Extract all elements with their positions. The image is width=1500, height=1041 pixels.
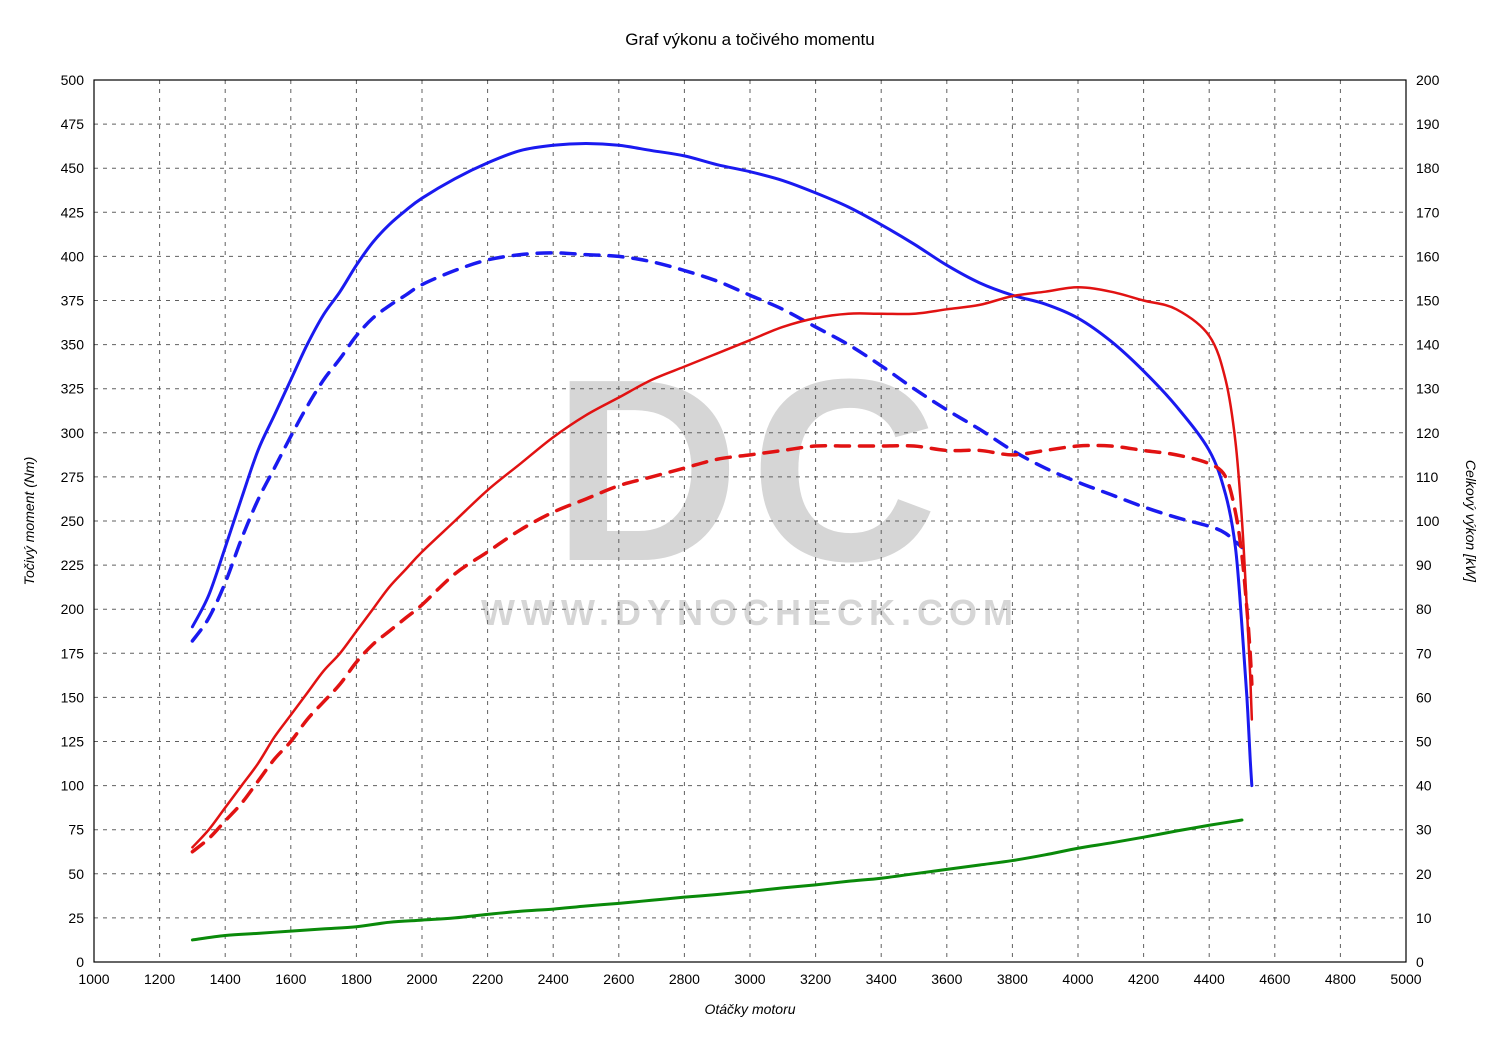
x-tick-label: 2600	[603, 971, 634, 987]
x-tick-label: 3800	[997, 971, 1028, 987]
y-right-tick-label: 60	[1416, 689, 1432, 705]
y-left-tick-label: 325	[61, 381, 85, 397]
y-left-tick-label: 475	[61, 116, 85, 132]
x-tick-label: 4400	[1194, 971, 1225, 987]
y-left-tick-label: 250	[61, 513, 85, 529]
y-axis-left-label: Točivý moment (Nm)	[21, 457, 37, 586]
y-right-tick-label: 120	[1416, 425, 1440, 441]
y-left-tick-label: 425	[61, 204, 85, 220]
y-right-tick-label: 160	[1416, 248, 1440, 264]
y-left-tick-label: 75	[68, 822, 84, 838]
x-tick-label: 1600	[275, 971, 306, 987]
y-left-tick-label: 150	[61, 689, 85, 705]
chart-title: Graf výkonu a točivého momentu	[625, 30, 874, 49]
y-right-tick-label: 80	[1416, 601, 1432, 617]
y-left-tick-label: 275	[61, 469, 85, 485]
y-right-tick-label: 180	[1416, 160, 1440, 176]
y-left-tick-label: 50	[68, 866, 84, 882]
x-tick-label: 1400	[210, 971, 241, 987]
x-axis-ticks: 1000 1200 1400 1600 1800 2000 2200 2400 2600 2800…	[78, 971, 1421, 987]
y-right-tick-label: 100	[1416, 513, 1440, 529]
y-axis-left-ticks: 0 25 50 75 100 125 150 175 200 225 250 275 300 325 350…	[61, 72, 85, 970]
y-left-tick-label: 25	[68, 910, 84, 926]
y-right-tick-label: 90	[1416, 557, 1432, 573]
x-tick-label: 3200	[800, 971, 831, 987]
y-right-tick-label: 140	[1416, 337, 1440, 353]
y-right-tick-label: 170	[1416, 204, 1440, 220]
x-tick-label: 4000	[1062, 971, 1093, 987]
y-axis-right-ticks: 0 10 20 30 40 50 60 70 80 90 100 110 120 130 140 150 160…	[1416, 72, 1440, 970]
y-right-tick-label: 190	[1416, 116, 1440, 132]
y-left-tick-label: 175	[61, 645, 85, 661]
y-left-tick-label: 225	[61, 557, 85, 573]
y-right-tick-label: 110	[1416, 469, 1439, 485]
x-tick-label: 2800	[669, 971, 700, 987]
x-tick-label: 3600	[931, 971, 962, 987]
y-left-tick-label: 450	[61, 160, 85, 176]
x-tick-label: 1000	[78, 971, 109, 987]
series-loss_power	[192, 820, 1242, 940]
x-axis-label: Otáčky motoru	[704, 1001, 795, 1017]
y-left-tick-label: 100	[61, 778, 85, 794]
y-left-tick-label: 300	[61, 425, 85, 441]
y-left-tick-label: 125	[61, 734, 85, 750]
y-right-tick-label: 40	[1416, 778, 1432, 794]
x-tick-label: 4600	[1259, 971, 1290, 987]
chart-grid	[94, 80, 1406, 962]
x-tick-label: 2200	[472, 971, 503, 987]
y-right-tick-label: 130	[1416, 381, 1440, 397]
x-tick-label: 2400	[538, 971, 569, 987]
y-right-tick-label: 150	[1416, 293, 1440, 309]
y-left-tick-label: 0	[76, 954, 84, 970]
y-left-tick-label: 350	[61, 337, 85, 353]
y-left-tick-label: 200	[61, 601, 85, 617]
x-tick-label: 5000	[1390, 971, 1421, 987]
x-tick-label: 1200	[144, 971, 175, 987]
x-tick-label: 1800	[341, 971, 372, 987]
y-axis-right-label: Celkový výkon [kW]	[1463, 460, 1479, 583]
y-right-tick-label: 20	[1416, 866, 1432, 882]
y-right-tick-label: 0	[1416, 954, 1424, 970]
x-tick-label: 4200	[1128, 971, 1159, 987]
y-right-tick-label: 30	[1416, 822, 1432, 838]
x-tick-label: 4800	[1325, 971, 1356, 987]
dyno-chart: DC WWW.DYNOCHECK.COM 1000120014001600180…	[0, 0, 1500, 1041]
y-right-tick-label: 50	[1416, 734, 1432, 750]
y-right-tick-label: 200	[1416, 72, 1440, 88]
x-tick-label: 3000	[734, 971, 765, 987]
y-left-tick-label: 400	[61, 248, 85, 264]
y-right-tick-label: 10	[1416, 910, 1432, 926]
y-right-tick-label: 70	[1416, 645, 1432, 661]
x-tick-label: 3400	[866, 971, 897, 987]
x-tick-label: 2000	[406, 971, 437, 987]
y-left-tick-label: 375	[61, 293, 85, 309]
y-left-tick-label: 500	[61, 72, 85, 88]
